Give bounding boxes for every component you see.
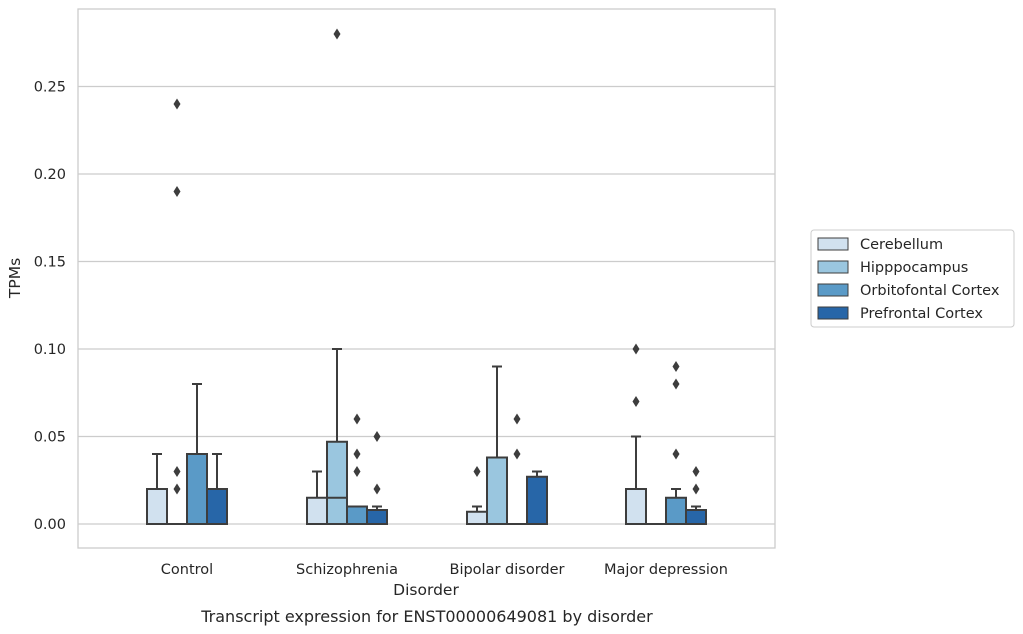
outlier-point (672, 448, 680, 460)
outlier-point (692, 466, 700, 477)
legend-box (810, 229, 1015, 328)
box-body (665, 496, 687, 525)
x-axis-label: Disorder (393, 581, 459, 599)
legend-swatch (817, 283, 849, 297)
box (486, 365, 508, 525)
box (206, 453, 228, 525)
y-tick-label: 0.10 (34, 342, 66, 358)
outlier-point (173, 98, 181, 110)
series-1 (146, 343, 647, 525)
x-axis-ticks: Control Schizophrenia Bipolar disorder Majo… (161, 562, 728, 578)
series-3 (186, 361, 687, 525)
legend: Cerebellum Hipppocampus Orbitofontal Corte… (810, 229, 1015, 328)
box-body (466, 510, 488, 525)
outlier-point (513, 448, 521, 460)
box-body (346, 505, 368, 525)
box (167, 98, 187, 525)
box (507, 413, 527, 525)
y-tick-label: 0.05 (34, 430, 66, 446)
outlier-point (173, 483, 181, 495)
y-tick-label: 0.25 (34, 80, 66, 96)
box (665, 361, 687, 525)
outlier-point (373, 483, 381, 495)
outlier-point (373, 431, 381, 442)
outlier-point (353, 466, 361, 477)
box (366, 431, 388, 525)
box-series (146, 28, 707, 525)
series-2 (167, 28, 666, 525)
box (685, 466, 707, 525)
y-tick-label: 0.00 (34, 517, 66, 533)
legend-item: Prefrontal Cortex (817, 306, 983, 322)
box-body (366, 509, 388, 525)
legend-label: Prefrontal Cortex (860, 306, 983, 322)
chart-caption: Transcript expression for ENST0000064908… (200, 607, 653, 626)
outlier-point (333, 28, 341, 40)
box-body (326, 440, 348, 525)
legend-swatch (817, 237, 849, 251)
y-axis-ticks: 0.00 0.05 0.10 0.15 0.20 0.25 (34, 80, 66, 534)
plot-area-frame (77, 8, 776, 549)
box-body (526, 475, 548, 525)
outlier-point (353, 413, 361, 425)
outlier-point (672, 378, 680, 390)
box-body (486, 456, 508, 525)
box (625, 343, 647, 525)
box (326, 28, 348, 525)
box-body (306, 496, 328, 525)
outlier-point (692, 483, 700, 495)
y-tick-label: 0.15 (34, 255, 66, 271)
outlier-point (173, 466, 181, 477)
outlier-point (473, 466, 481, 477)
grid-lines (78, 85, 775, 525)
y-tick-label: 0.20 (34, 167, 66, 183)
outlier-point (672, 361, 680, 372)
box (346, 413, 368, 525)
outlier-point (173, 186, 181, 197)
legend-label: Orbitofontal Cortex (860, 283, 1000, 299)
series-4 (206, 431, 707, 525)
box (526, 470, 548, 525)
outlier-point (632, 343, 640, 355)
outlier-point (513, 413, 521, 425)
legend-swatch (817, 306, 849, 320)
legend-label: Cerebellum (860, 237, 943, 253)
box-body (685, 509, 707, 525)
legend-item: Cerebellum (817, 237, 943, 253)
legend-item: Orbitofontal Cortex (817, 283, 1000, 299)
x-tick-label: Bipolar disorder (450, 562, 565, 578)
legend-swatch (817, 260, 849, 274)
box-body (625, 488, 647, 525)
outlier-point (632, 396, 640, 407)
box (186, 383, 208, 525)
box-body (206, 488, 228, 525)
x-tick-label: Major depression (604, 562, 728, 578)
box (466, 466, 488, 525)
box (306, 470, 328, 525)
box-body (146, 488, 168, 525)
legend-item: Hipppocampus (817, 260, 968, 276)
box (146, 453, 168, 525)
x-tick-label: Schizophrenia (296, 562, 398, 578)
y-axis-label: TPMs (6, 258, 24, 299)
legend-label: Hipppocampus (860, 260, 968, 276)
outlier-point (353, 448, 361, 460)
x-tick-label: Control (161, 562, 213, 578)
box-body (186, 453, 208, 525)
